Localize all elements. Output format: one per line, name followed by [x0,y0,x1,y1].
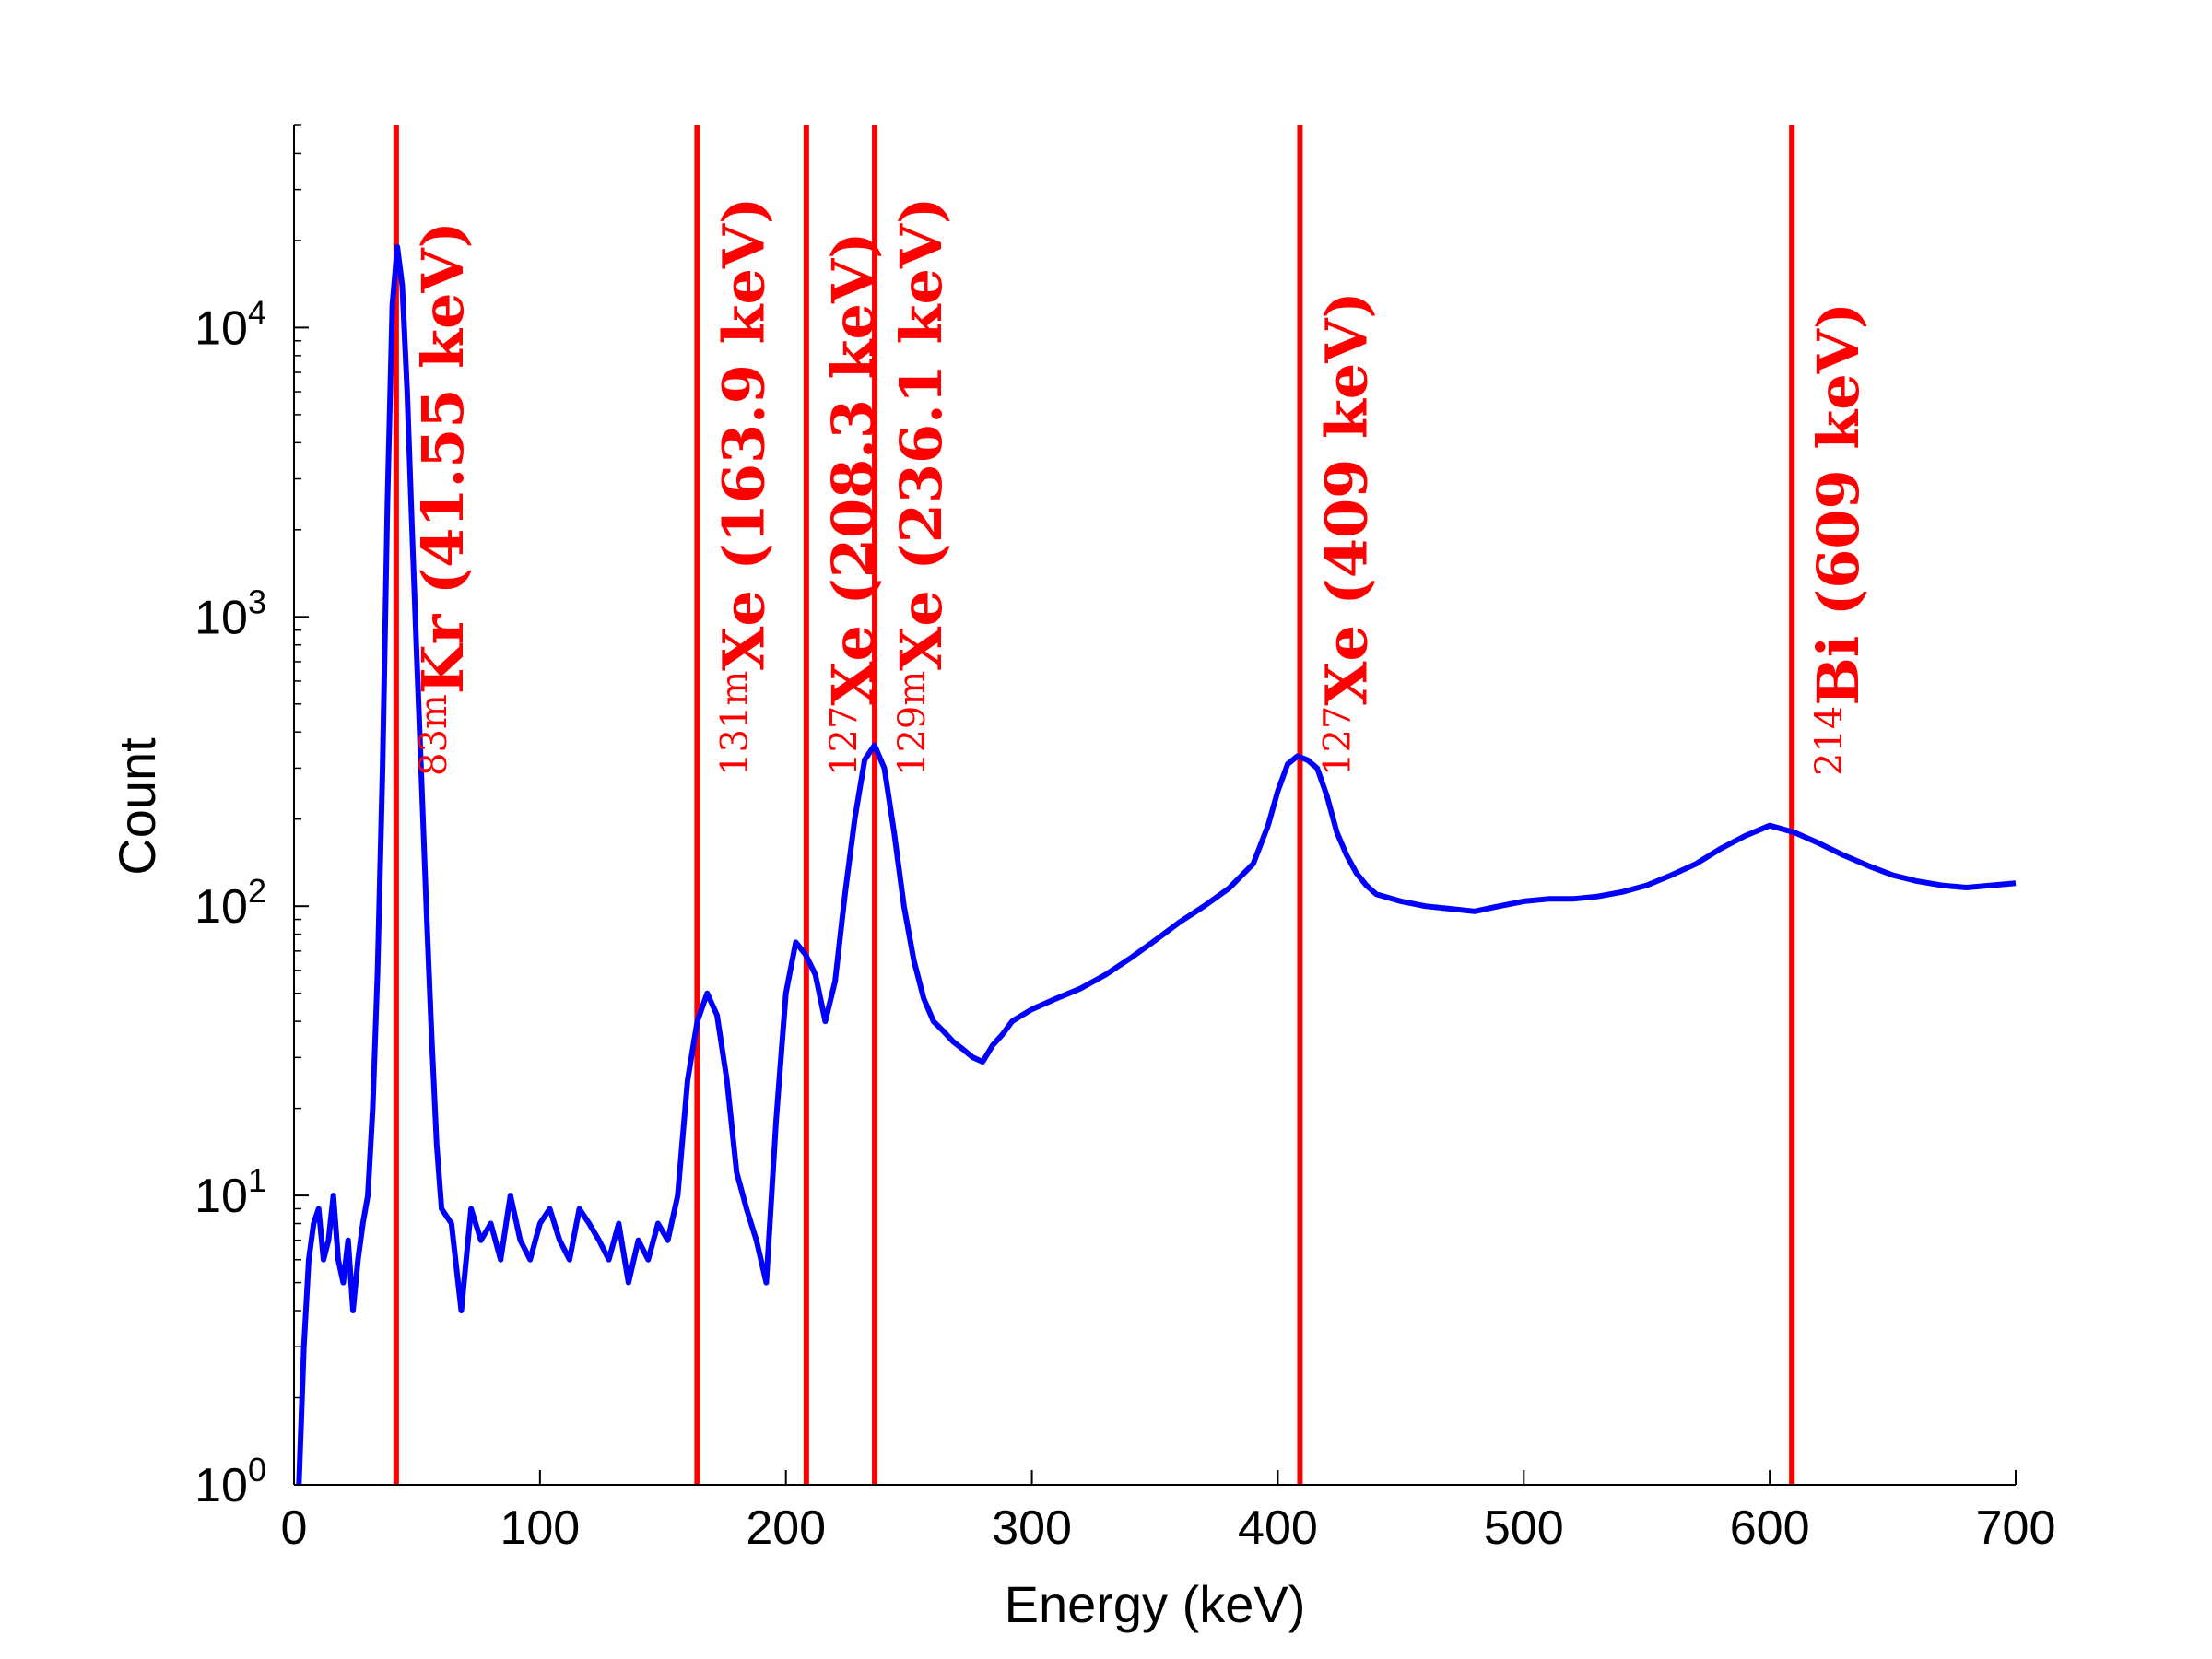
x-tick-label: 200 [746,1501,826,1555]
x-tick-label: 400 [1238,1501,1318,1555]
x-tick-label: 0 [281,1501,308,1555]
y-tick-label: 101 [194,1161,266,1223]
annotation-labels: 83mKr (41.55 keV) 131mXe (163.9 keV) 127Xe… [409,197,1872,776]
axes: 0 100 200 300 400 500 600 700 100 101 102 103 104 [194,124,2056,1555]
annotation-label: 129mXe (236.1 keV) [888,197,955,776]
x-tick-label: 600 [1730,1501,1810,1555]
annotation-lines [393,125,1795,1485]
y-tick-label: 104 [194,293,266,355]
y-axis-label: Count [108,737,166,876]
annotation-label: 83mKr (41.55 keV) [409,221,477,776]
x-axis-label: Energy (keV) [1005,1575,1306,1633]
y-tick-label: 103 [194,582,266,644]
annotation-label: 127Xe (409 keV) [1312,291,1380,776]
annotation-label: 214Bi (609 keV) [1805,302,1872,776]
annotation-label: 127Xe (208.3 keV) [819,232,887,776]
x-tick-label: 500 [1484,1501,1564,1555]
y-tick-label: 102 [194,872,266,934]
annotation-label: 131mXe (163.9 keV) [710,197,777,776]
y-tick-label: 100 [194,1451,266,1512]
x-tick-label: 700 [1976,1501,2056,1555]
x-tick-label: 300 [992,1501,1072,1555]
x-tick-label: 100 [500,1501,580,1555]
count-series-line [296,243,2017,1486]
